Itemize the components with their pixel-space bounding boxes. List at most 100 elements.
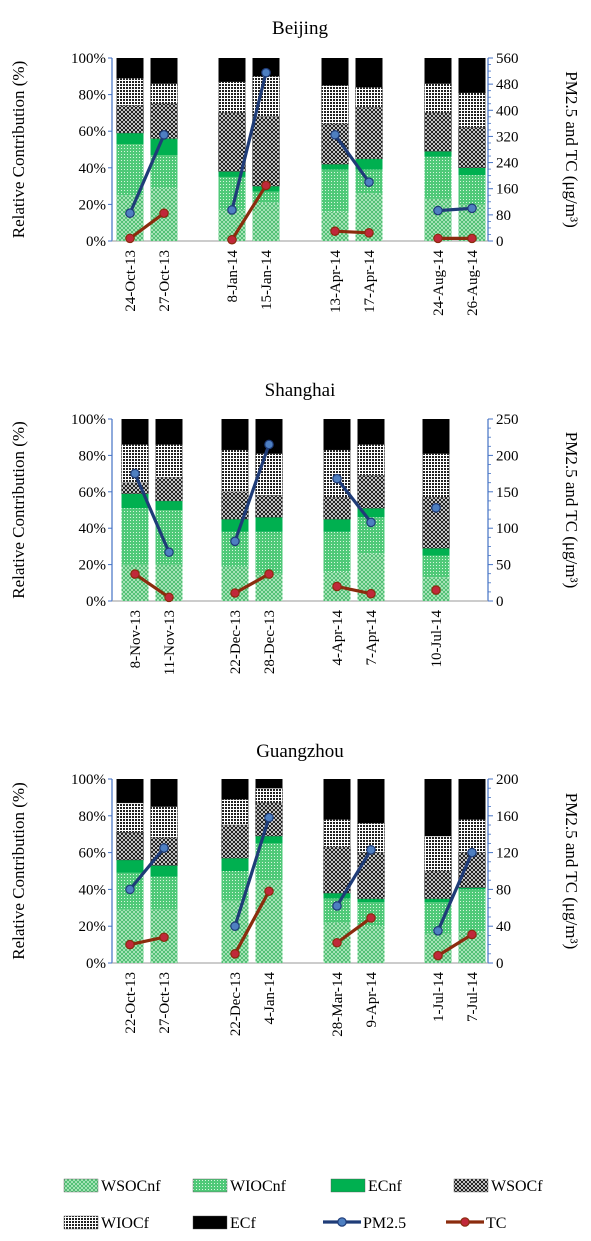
legend-swatch-wiocf <box>63 1215 99 1230</box>
left-axis-title: Relative Contribution (%) <box>9 782 28 960</box>
bar-segment-wiocf <box>150 83 178 104</box>
legend-swatch-ecnf <box>330 1178 366 1193</box>
bar-segment-ecf <box>357 419 385 445</box>
right-tick-label: 50 <box>496 558 511 574</box>
series-line-pm25 <box>133 472 171 554</box>
right-axis-title: PM2.5 and TC (μg/m³) <box>562 71 581 228</box>
data-point-tc <box>431 585 441 595</box>
bar-segment-wsocnf <box>357 926 385 963</box>
chart-title: Guangzhou <box>256 741 344 762</box>
bar-segment-wsocf <box>458 852 486 888</box>
bar-segment-ecnf <box>255 836 283 844</box>
left-axis-title: Relative Contribution (%) <box>9 421 28 599</box>
bar-segment-wsocf <box>116 832 144 861</box>
left-tick-label: 20% <box>79 919 107 935</box>
category-label: 1-Jul-14 <box>431 972 447 1022</box>
bar-segment-ecf <box>150 779 178 807</box>
left-tick-label: 40% <box>79 521 107 537</box>
bar-segment-ecnf <box>221 858 249 871</box>
data-point-tc <box>164 592 174 603</box>
data-point-tc <box>125 939 135 950</box>
category-label: 9-Apr-14 <box>364 972 380 1028</box>
left-tick-label: 40% <box>79 161 107 177</box>
series-line-pm25 <box>436 206 474 213</box>
right-axis-title: PM2.5 and TC (μg/m³) <box>562 793 581 950</box>
right-tick-label: 250 <box>496 412 519 428</box>
legend-swatch-ecf <box>192 1215 228 1230</box>
bar-segment-ecf <box>155 419 183 445</box>
data-point-pm25 <box>366 517 376 528</box>
series-line-pm25 <box>128 846 166 892</box>
data-point-tc <box>433 233 443 244</box>
data-point-pm25 <box>433 205 443 216</box>
legend-marker-pm25 <box>337 1217 347 1227</box>
series-line-tc <box>230 183 268 242</box>
bar-segment-wsocf <box>155 477 183 502</box>
right-tick-label: 0 <box>496 594 504 610</box>
data-point-tc <box>230 588 240 598</box>
data-point-tc <box>264 886 274 897</box>
data-point-pm25 <box>467 203 477 214</box>
bar-segment-ecf <box>150 58 178 84</box>
bar-segment-ecnf <box>357 508 385 518</box>
data-point-pm25 <box>467 847 477 858</box>
legend-label: ECf <box>230 1215 256 1232</box>
bar-segment-ecnf <box>458 887 486 890</box>
bar-segment-ecnf <box>116 133 144 145</box>
right-tick-label: 160 <box>496 809 519 825</box>
right-tick-label: 240 <box>496 156 519 172</box>
bar-segment-wsocf <box>424 112 452 152</box>
bar-segment-ecf <box>458 58 486 93</box>
data-point-tc <box>330 226 340 236</box>
bar-segment-ecf <box>321 58 349 86</box>
bar-segment-ecnf <box>150 138 178 155</box>
beijing-chart: Beijing 0% 20% 40% 60% 80% 100% 0 80 160 240 320 400… <box>9 18 581 316</box>
category-label: 10-Jul-14 <box>429 610 445 668</box>
series-line-pm25 <box>128 133 166 215</box>
bar-segment-ecnf <box>116 859 144 873</box>
bar-segment-ecf <box>218 58 246 82</box>
data-point-tc <box>261 180 271 191</box>
right-tick-label: 200 <box>496 448 519 464</box>
data-point-pm25 <box>264 812 274 823</box>
left-tick-label: 80% <box>79 448 107 464</box>
data-point-pm25 <box>130 468 140 479</box>
bar-segment-ecf <box>116 58 144 79</box>
category-label: 13-Apr-14 <box>328 250 344 314</box>
bar-segment-wiocf <box>221 799 249 826</box>
data-point-pm25 <box>125 208 135 219</box>
bar-segment-wsocf <box>458 127 486 168</box>
bar-segment-ecnf <box>357 898 385 903</box>
bar-segment-ecf <box>252 58 280 77</box>
left-tick-label: 40% <box>79 882 107 898</box>
bar-segment-ecnf <box>323 519 351 532</box>
series-line-tc <box>133 572 171 599</box>
bar-segment-wsocf <box>323 846 351 894</box>
bar-segment-wiocnf <box>321 169 349 212</box>
series-line-tc <box>233 889 271 956</box>
legend-label: WIOCf <box>101 1215 150 1232</box>
category-label: 22-Oct-13 <box>123 972 139 1034</box>
bar-segment-wsocf <box>255 495 283 518</box>
bar-segment-ecf <box>422 419 450 454</box>
chart-title: Shanghai <box>265 380 336 401</box>
bar-segment-wiocf <box>357 444 385 476</box>
bar-segment-ecnf <box>150 865 178 877</box>
right-tick-label: 160 <box>496 182 519 198</box>
bar-segment-ecnf <box>355 158 383 170</box>
right-tick-label: 150 <box>496 485 519 501</box>
bar-segment-wiocf <box>321 85 349 125</box>
data-point-tc <box>230 948 240 959</box>
chart-title: Beijing <box>272 18 328 39</box>
bar-segment-wiocf <box>155 444 183 478</box>
right-axis-title: PM2.5 and TC (μg/m³) <box>562 432 581 589</box>
category-label: 27-Oct-13 <box>157 972 173 1034</box>
series-line-tc <box>233 572 271 595</box>
data-point-pm25 <box>230 536 240 547</box>
bar-segment-wiocnf <box>422 555 450 578</box>
bar-segment-wsocf <box>323 497 351 520</box>
bar-segment-wsocf <box>424 870 452 899</box>
left-tick-label: 0% <box>86 594 106 610</box>
bar-segment-ecf <box>323 419 351 450</box>
data-point-tc <box>332 581 342 592</box>
